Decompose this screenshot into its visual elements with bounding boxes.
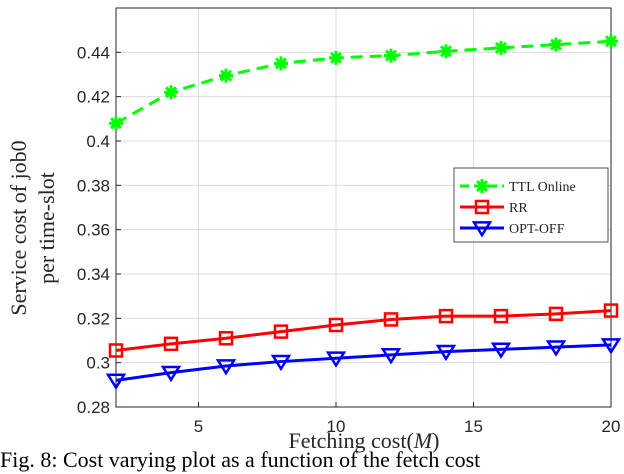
legend-label: OPT-OFF (509, 222, 565, 237)
asterisk-stroke (329, 51, 343, 64)
y-tick-label: 0.3 (86, 354, 110, 373)
series-line-ttl-online (115, 39, 612, 125)
data-point-rr (603, 303, 619, 318)
y-tick-label: 0.42 (77, 88, 110, 107)
data-point-ttl-online (274, 56, 288, 71)
series-line-opt-off (115, 343, 612, 382)
data-point-rr (493, 308, 509, 324)
data-point-ttl-online (494, 40, 508, 55)
series-opt-off (105, 338, 622, 390)
y-tick-label: 0.28 (77, 398, 110, 417)
data-point-ttl-online (109, 116, 123, 131)
asterisk-stroke (604, 35, 618, 48)
plot-area-frame (115, 7, 612, 408)
data-point-ttl-online (219, 68, 233, 83)
data-point-opt-off (215, 359, 237, 376)
legend-label: TTL Online (509, 180, 576, 195)
x-tick-label: 5 (194, 417, 203, 436)
data-point-opt-off (270, 354, 292, 372)
y-tick-label: 0.36 (77, 221, 110, 240)
asterisk-stroke (164, 86, 178, 99)
x-axis-label-text: Fetching cost( (289, 428, 414, 453)
legend-swatch-marker (471, 221, 493, 238)
y-tick-label: 0.32 (77, 309, 110, 328)
data-point-opt-off (600, 338, 622, 355)
data-point-opt-off (105, 373, 127, 390)
axis-ticks: 5 10 15 20 0.28 0.3 0.32 0.34 0.36 0.38 0.4 0.42 0.4… (77, 43, 621, 436)
data-point-ttl-online (549, 37, 563, 52)
data-point-rr (328, 317, 344, 333)
x-axis-label-close: ) (432, 428, 439, 453)
data-point-opt-off (160, 365, 182, 383)
data-point-ttl-online (164, 85, 178, 100)
asterisk-stroke (384, 49, 398, 62)
y-tick-label: 0.4 (86, 132, 110, 151)
asterisk-stroke (549, 38, 563, 51)
data-point-ttl-online (329, 50, 343, 65)
y-tick-label: 0.34 (77, 265, 110, 284)
x-tick-label: 20 (602, 417, 621, 436)
legend-item-opt-off: OPT-OFF (460, 221, 565, 238)
x-axis-label: Fetching cost(M) (289, 428, 440, 453)
data-point-opt-off (435, 344, 457, 362)
data-point-rr (218, 331, 234, 346)
data-point-opt-off (325, 351, 347, 368)
asterisk-stroke (274, 57, 288, 70)
data-point-rr (108, 343, 124, 358)
data-point-ttl-online (439, 44, 453, 59)
y-tick-label: 0.38 (77, 176, 110, 195)
data-point-rr (273, 324, 289, 339)
y-axis-label-line-2: per time-slot (34, 172, 59, 284)
y-axis-label-line-1: Service cost of job0 (6, 140, 31, 315)
series-lines (105, 34, 622, 390)
data-point-opt-off (545, 340, 567, 357)
data-point-ttl-online (604, 34, 618, 49)
legend-item-ttl-online: TTL Online (460, 179, 576, 195)
asterisk-stroke (439, 45, 453, 58)
x-tick-label: 10 (327, 417, 346, 436)
y-tick-label: 0.44 (77, 43, 110, 62)
legend: TTL Online RR OPT-OFF (453, 167, 609, 243)
data-point-rr (383, 312, 399, 327)
legend-label: RR (509, 201, 528, 216)
asterisk-stroke (494, 41, 508, 54)
x-axis-label-variable: M (413, 428, 434, 453)
x-tick-label: 15 (464, 417, 483, 436)
data-point-rr (163, 336, 179, 352)
asterisk-stroke (219, 69, 233, 82)
data-point-opt-off (490, 342, 512, 359)
legend-item-rr: RR (460, 199, 528, 216)
data-point-rr (438, 308, 454, 324)
data-point-ttl-online (384, 48, 398, 63)
series-line-rr (115, 309, 612, 352)
legend-swatch-marker (475, 179, 489, 193)
asterisk-stroke (475, 179, 489, 193)
asterisk-stroke (109, 117, 123, 130)
series-rr (108, 303, 619, 358)
legend-swatch-marker (474, 199, 490, 215)
data-point-rr (548, 306, 564, 322)
figure-caption: Fig. 8: Cost varying plot as a function … (0, 447, 481, 472)
data-point-opt-off (380, 348, 402, 365)
series-ttl-online (109, 34, 618, 131)
